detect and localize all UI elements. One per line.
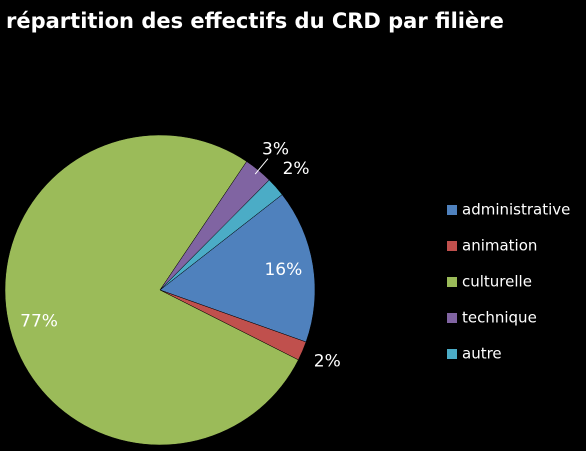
data-label: 3% <box>262 139 289 159</box>
legend-swatch <box>447 349 457 359</box>
legend-label: technique <box>462 309 537 327</box>
data-label: 16% <box>264 260 302 280</box>
leader-line <box>254 158 269 175</box>
pie-slice <box>159 179 283 291</box>
legend-label: administrative <box>462 201 570 219</box>
legend-label: autre <box>462 345 502 363</box>
data-label: 2% <box>314 352 341 372</box>
legend-swatch <box>447 277 457 287</box>
legend-label: culturelle <box>462 273 532 291</box>
legend-swatch <box>447 241 457 251</box>
pie-slice <box>4 134 299 446</box>
legend-swatch <box>447 313 457 323</box>
data-label: 77% <box>20 312 58 332</box>
chart-title: répartition des effectifs du CRD par fil… <box>6 9 504 33</box>
legend-swatch <box>447 205 457 215</box>
data-label: 2% <box>283 159 310 179</box>
legend-label: animation <box>462 237 537 255</box>
pie-slice <box>159 194 316 343</box>
